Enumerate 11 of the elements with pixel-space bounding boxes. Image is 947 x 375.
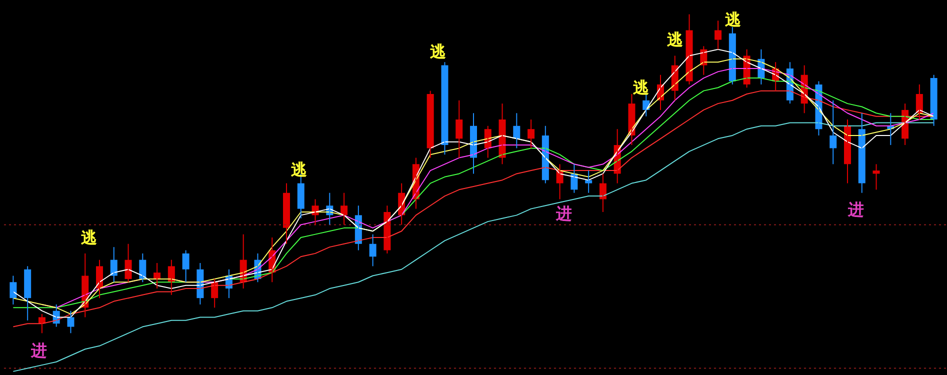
annotation: 逃 bbox=[632, 78, 649, 97]
annotation: 逃 bbox=[290, 160, 307, 179]
text: 进 bbox=[30, 341, 47, 360]
candlestick bbox=[714, 20, 722, 50]
annotation: 进 bbox=[847, 200, 864, 219]
annotation: 进 bbox=[555, 204, 572, 223]
annotation: 逃 bbox=[80, 228, 97, 247]
annotation: 逃 bbox=[666, 30, 683, 49]
annotation: 逃 bbox=[429, 42, 446, 61]
annotation: 逃 bbox=[724, 10, 741, 29]
candlestick bbox=[585, 170, 592, 194]
